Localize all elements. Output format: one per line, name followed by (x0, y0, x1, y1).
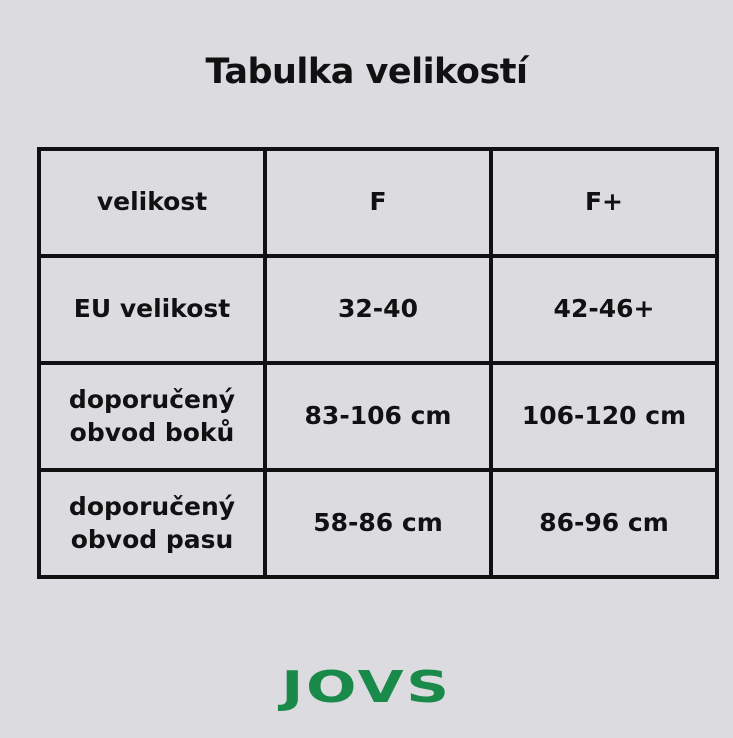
table-row: EU velikost 32-40 42-46+ (37, 254, 719, 365)
table-cell: doporučený obvod pasu (37, 468, 267, 579)
page-title: Tabulka velikostí (205, 52, 528, 92)
table-row: velikost F F+ (37, 147, 719, 258)
table-cell: EU velikost (37, 254, 267, 365)
table-cell: 106-120 cm (489, 361, 719, 472)
table-cell: 32-40 (263, 254, 493, 365)
table-cell: F (263, 147, 493, 258)
brand-logo: JOVS (281, 662, 452, 713)
table-cell: 86-96 cm (489, 468, 719, 579)
table-cell: doporučený obvod boků (37, 361, 267, 472)
table-cell: 42-46+ (489, 254, 719, 365)
table-cell: velikost (37, 147, 267, 258)
table-cell: F+ (489, 147, 719, 258)
table-cell: 83-106 cm (263, 361, 493, 472)
table-row: doporučený obvod pasu 58-86 cm 86-96 cm (37, 468, 719, 579)
size-table: velikost F F+ EU velikost 32-40 42-46+ d… (37, 147, 719, 579)
table-cell: 58-86 cm (263, 468, 493, 579)
table-row: doporučený obvod boků 83-106 cm 106-120 … (37, 361, 719, 472)
